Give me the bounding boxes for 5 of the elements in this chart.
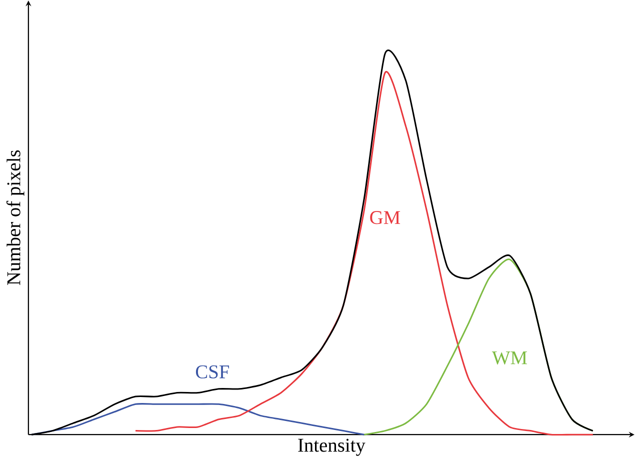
- series-label: WM: [492, 351, 527, 364]
- y-axis-title: Number of pixels: [6, 150, 24, 285]
- x-axis-title: Intensity: [298, 438, 366, 456]
- series-label: CSF: [196, 365, 229, 378]
- series-label: GM: [370, 210, 400, 224]
